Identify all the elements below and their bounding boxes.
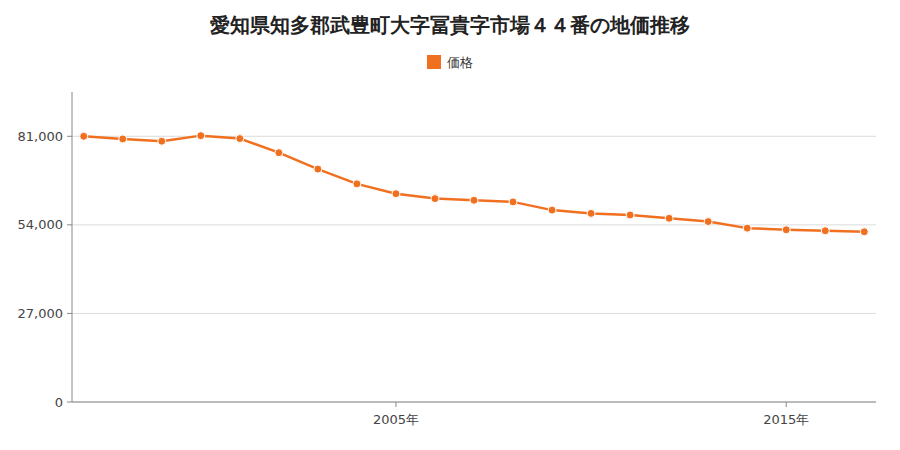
point-marker — [587, 209, 595, 217]
x-tick-label: 2005年 — [373, 412, 419, 427]
y-tick-label: 54,000 — [18, 217, 64, 232]
point-marker — [470, 196, 478, 204]
y-grid — [72, 136, 876, 402]
chart-title: 愛知県知多郡武豊町大字冨貴字市場４４番の地価推移 — [210, 13, 690, 37]
x-axis-line — [72, 402, 876, 403]
legend: 価格 — [427, 55, 473, 70]
point-marker — [704, 218, 712, 226]
point-marker — [236, 135, 244, 143]
point-marker — [80, 132, 88, 140]
y-axis-line — [72, 92, 73, 402]
y-tick-label: 27,000 — [18, 306, 64, 321]
point-marker — [626, 211, 634, 219]
point-marker — [197, 132, 205, 140]
legend-swatch — [427, 55, 441, 69]
point-marker — [509, 198, 517, 206]
series-line — [84, 136, 865, 232]
y-tick-label: 81,000 — [18, 129, 64, 144]
y-tick — [67, 136, 72, 137]
grid-line — [72, 402, 876, 403]
x-tick — [786, 402, 787, 407]
x-tick — [395, 402, 396, 407]
point-marker — [431, 195, 439, 203]
point-marker — [119, 135, 127, 143]
chart-container: 愛知県知多郡武豊町大字冨貴字市場４４番の地価推移 0 27,000 54,000 81,… — [0, 0, 900, 450]
x-tick-labels: 2005年 2015年 — [373, 402, 809, 427]
point-marker — [782, 226, 790, 234]
point-marker — [743, 224, 751, 232]
grid-line — [72, 313, 876, 314]
legend-label: 価格 — [447, 55, 473, 70]
point-marker — [275, 149, 283, 157]
x-tick-label: 2015年 — [763, 412, 809, 427]
point-marker — [665, 214, 673, 222]
y-tick — [67, 313, 72, 314]
point-marker — [821, 227, 829, 235]
y-tick — [67, 224, 72, 225]
point-marker — [314, 165, 322, 173]
data-layer — [80, 132, 869, 236]
chart-svg: 愛知県知多郡武豊町大字冨貴字市場４４番の地価推移 0 27,000 54,000 81,… — [0, 0, 900, 450]
point-marker — [548, 206, 556, 214]
point-marker — [158, 137, 166, 145]
point-marker — [353, 180, 361, 188]
y-tick-label: 0 — [55, 395, 63, 410]
y-tick-labels: 0 27,000 54,000 81,000 — [18, 129, 73, 410]
grid-line — [72, 224, 876, 225]
point-marker — [392, 190, 400, 198]
y-tick — [67, 402, 72, 403]
background — [0, 0, 900, 450]
point-marker — [860, 228, 868, 236]
legend-item: 価格 — [427, 55, 473, 70]
